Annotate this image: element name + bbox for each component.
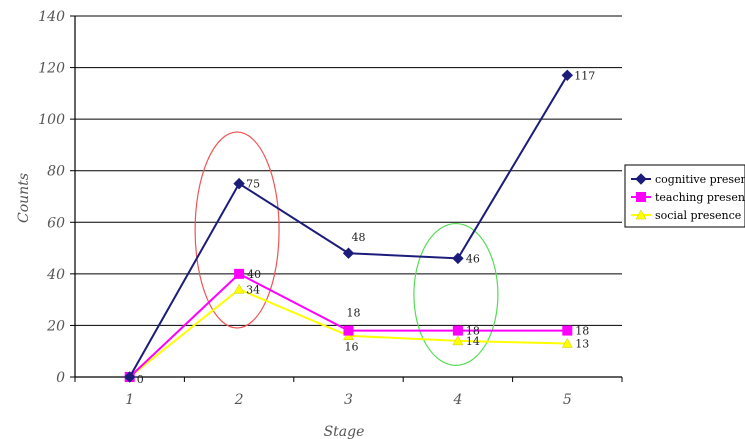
data-point <box>561 337 573 348</box>
data-label: 75 <box>246 178 260 191</box>
y-tick-label: 0 <box>56 370 65 386</box>
data-label: 18 <box>347 307 361 320</box>
axes <box>74 16 623 382</box>
gridlines <box>70 15 622 378</box>
data-point <box>233 283 245 294</box>
y-tick-label: 100 <box>38 112 65 128</box>
x-tick-labels: 1 2 3 4 5 <box>125 392 572 408</box>
data-label: 16 <box>345 341 359 354</box>
data-point <box>561 69 574 82</box>
y-tick-labels: 0 20 40 60 80 100 120 140 <box>38 9 65 386</box>
data-point <box>452 252 464 265</box>
series-group <box>123 69 574 383</box>
x-tick-label: 5 <box>563 392 572 408</box>
legend-label: social presence <box>655 209 741 222</box>
legend-swatch-marker <box>635 173 647 185</box>
data-point <box>123 371 136 383</box>
data-label: 18 <box>466 325 480 338</box>
legend: cognitive presence teaching presence socia… <box>624 164 745 228</box>
legend-swatch-marker <box>636 192 646 202</box>
y-tick-label: 20 <box>46 318 65 334</box>
annotation-ellipse <box>194 131 280 329</box>
data-label: 13 <box>575 337 589 350</box>
y-tick-label: 60 <box>47 215 65 231</box>
x-axis-title: Stage <box>324 424 365 439</box>
y-tick-label: 80 <box>47 164 65 180</box>
x-tick-label: 1 <box>125 392 134 408</box>
data-labels: 75 48 46 117 40 18 18 18 0 34 16 14 13 <box>137 69 596 386</box>
data-point <box>452 325 463 336</box>
data-label: 34 <box>246 283 260 296</box>
data-point <box>233 177 245 190</box>
x-tick-label: 4 <box>452 392 462 408</box>
annotation-ellipses <box>194 131 499 366</box>
x-tick-label: 3 <box>344 392 353 408</box>
data-label: 0 <box>137 373 144 386</box>
y-tick-label: 120 <box>38 61 65 77</box>
x-tick-label: 2 <box>234 392 244 408</box>
data-label: 18 <box>575 325 589 338</box>
y-tick-label: 40 <box>46 267 65 283</box>
data-label: 117 <box>574 69 595 82</box>
legend-label: cognitive presence <box>655 173 745 186</box>
annotation-ellipse <box>413 222 499 366</box>
data-label: 14 <box>466 335 480 348</box>
legend-label: teaching presence <box>655 191 745 204</box>
data-point <box>342 247 355 259</box>
data-label: 40 <box>247 268 261 281</box>
data-point <box>234 268 245 279</box>
legend-swatch-marker <box>635 209 647 220</box>
data-point <box>343 325 354 336</box>
y-tick-label: 140 <box>38 9 65 25</box>
data-point <box>562 325 573 336</box>
data-point <box>452 335 464 346</box>
data-label: 46 <box>466 252 480 265</box>
y-axis-title: Counts <box>16 173 32 223</box>
data-label: 48 <box>352 231 366 244</box>
